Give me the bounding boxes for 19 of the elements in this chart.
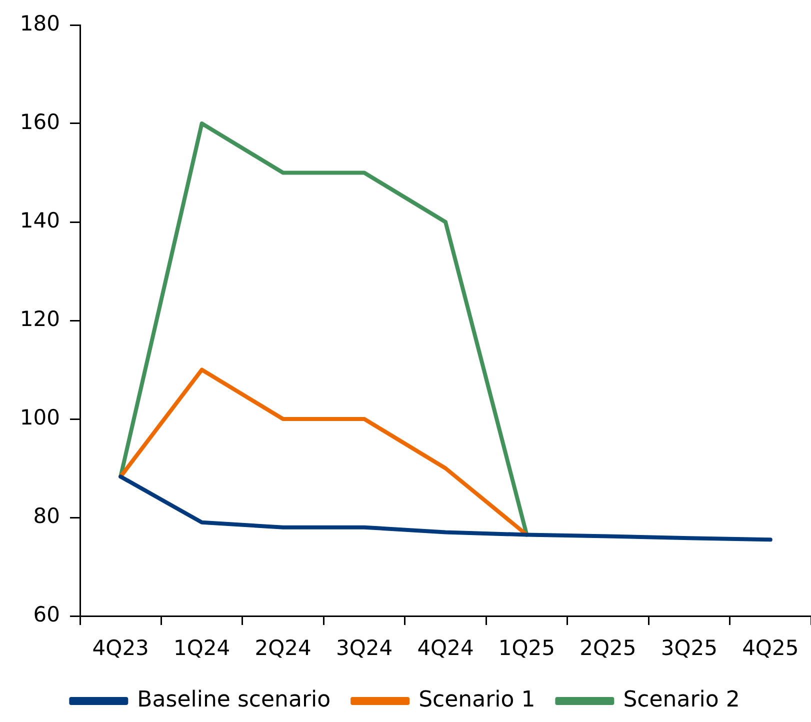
x-tick-label: 1Q25 <box>498 636 556 660</box>
y-tick-label: 140 <box>20 208 60 232</box>
x-tick-label: 2Q24 <box>254 636 312 660</box>
x-tick-label: 4Q25 <box>742 636 799 660</box>
y-tick-label: 120 <box>20 306 60 331</box>
x-tick-label: 3Q25 <box>660 636 718 660</box>
y-tick-label: 80 <box>33 504 60 528</box>
legend-label: Scenario 2 <box>623 688 740 713</box>
x-tick-label: 4Q24 <box>417 636 474 660</box>
x-tick-label: 1Q24 <box>174 636 230 660</box>
legend-label: Baseline scenario <box>137 688 331 713</box>
x-tick-label: 2Q25 <box>580 636 636 660</box>
y-tick-label: 100 <box>20 405 60 430</box>
x-tick-label: 4Q23 <box>92 636 149 660</box>
y-tick-label: 60 <box>33 602 60 626</box>
y-tick-label: 180 <box>20 11 60 36</box>
legend-label: Scenario 1 <box>418 688 536 713</box>
x-tick-label: 3Q24 <box>336 636 393 660</box>
y-tick-label: 160 <box>20 110 60 134</box>
